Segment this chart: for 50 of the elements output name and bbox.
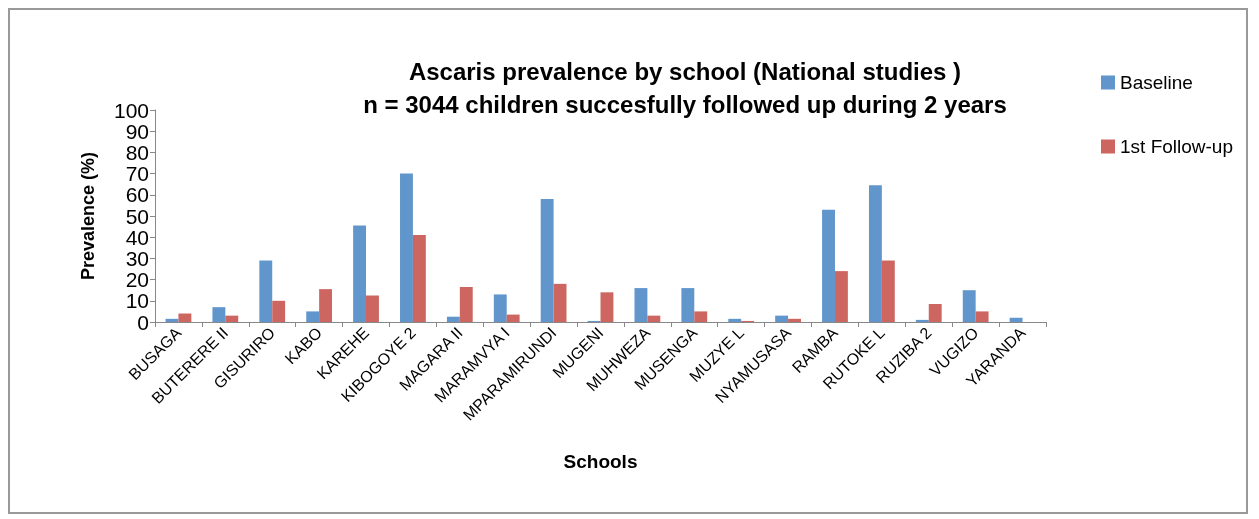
bar — [493, 294, 507, 322]
bar — [178, 313, 192, 322]
bar — [272, 300, 286, 322]
bar — [868, 185, 882, 322]
bar — [881, 260, 895, 322]
bar — [212, 307, 226, 322]
bar — [366, 295, 379, 322]
bar — [822, 209, 835, 322]
y-tick-label: 60 — [125, 183, 149, 207]
bar — [834, 271, 848, 322]
bar — [634, 288, 648, 322]
legend-label: Baseline — [1120, 72, 1193, 93]
bar — [400, 173, 413, 322]
y-tick-label: 50 — [125, 204, 149, 228]
bar — [319, 289, 333, 322]
bar — [647, 315, 661, 322]
bar — [306, 311, 320, 322]
y-tick-label: 20 — [125, 268, 149, 292]
x-axis-title: Schools — [563, 451, 638, 472]
y-tick-label: 90 — [125, 119, 149, 143]
bar — [506, 314, 520, 322]
y-axis-title: Prevalence (%) — [78, 151, 98, 281]
bar — [225, 315, 239, 322]
y-tick-label: 80 — [125, 140, 149, 164]
bar — [1009, 317, 1023, 322]
bar — [681, 288, 695, 322]
bar — [553, 283, 567, 322]
bar — [259, 260, 273, 322]
bar — [928, 303, 942, 322]
bar — [975, 311, 989, 322]
bar — [915, 319, 929, 322]
y-tick-label: 40 — [125, 225, 149, 249]
bar — [728, 318, 742, 322]
bar — [694, 311, 708, 322]
bar — [600, 292, 614, 322]
y-tick-label: 0 — [137, 310, 149, 334]
bar — [412, 235, 426, 322]
chart-title: Ascaris prevalence by school (National studies ) n = 3044 children succesfully followed up during 2 years — [363, 58, 1007, 118]
y-tick-label: 70 — [125, 162, 149, 186]
y-tick-label: 30 — [125, 246, 149, 270]
bar — [459, 287, 473, 322]
y-tick-label: 10 — [125, 289, 149, 313]
legend-label: 1st Follow-up — [1120, 136, 1234, 157]
bar — [962, 290, 976, 322]
bar — [446, 316, 460, 322]
y-tick-label: 100 — [113, 98, 149, 122]
bar — [540, 199, 554, 322]
bar — [775, 315, 789, 322]
bar — [353, 225, 367, 322]
bar — [788, 318, 801, 322]
